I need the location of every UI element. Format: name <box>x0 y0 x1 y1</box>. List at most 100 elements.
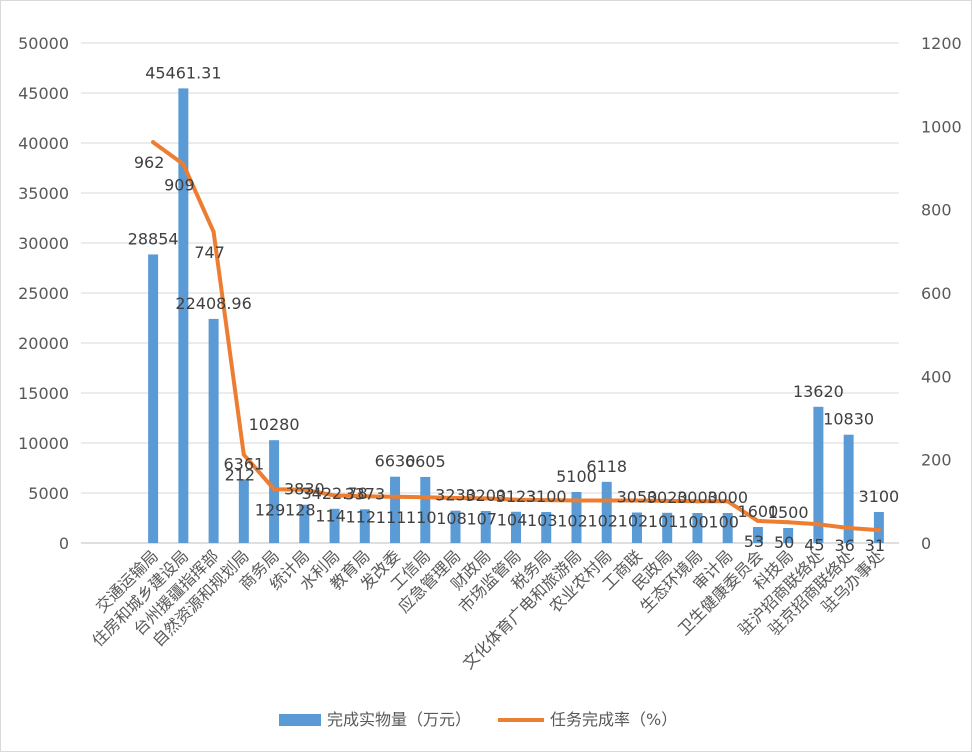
bar-data-label: 45461.31 <box>145 63 221 82</box>
line-data-label: 53 <box>744 532 764 551</box>
line-point <box>755 518 760 523</box>
right-axis-tick-label: 400 <box>921 367 952 386</box>
line-point <box>241 452 246 457</box>
line-point <box>725 499 730 504</box>
bar-data-label: 1500 <box>768 503 809 522</box>
line-point <box>846 526 851 530</box>
line-point <box>332 493 337 498</box>
bar-data-label: 3020 <box>647 488 688 507</box>
left-axis-tick-label: 5000 <box>28 484 69 503</box>
bar <box>299 504 310 543</box>
line-data-label: 128 <box>285 501 316 520</box>
bar <box>178 88 189 543</box>
bar <box>541 512 552 543</box>
line-data-label: 108 <box>436 509 467 528</box>
bar-data-label: 3100 <box>859 487 900 506</box>
bar-data-label: 10280 <box>249 415 300 434</box>
left-axis-tick-label: 45000 <box>18 84 69 103</box>
bar <box>601 481 612 543</box>
bar <box>813 406 824 543</box>
line-point <box>544 498 549 503</box>
line-point <box>786 520 791 525</box>
bar <box>329 508 340 543</box>
line-data-label: 107 <box>466 509 497 528</box>
bar-data-label: 3830 <box>284 480 325 499</box>
bar-data-label: 10830 <box>823 410 874 429</box>
line-data-label: 129 <box>255 500 286 519</box>
line-series <box>151 140 881 533</box>
bar-data-label: 3422.78 <box>301 484 367 503</box>
bar-data-label: 1600 <box>738 502 779 521</box>
bar <box>843 434 854 543</box>
bar-data-label: 6630 <box>375 452 416 471</box>
left-axis: 0 5000 10000 15000 20000 25000 30000 35000 40000… <box>18 34 69 553</box>
line-point <box>151 140 156 145</box>
bar <box>420 476 431 543</box>
right-axis-tick-label: 1200 <box>921 34 962 53</box>
bar-data-label: 6361 <box>223 454 264 473</box>
bar-data-label: 3230 <box>435 486 476 505</box>
category-axis: 交通运输局住房和城乡建设局台州援疆指挥部自然资源和规划局商务局统计局水利局教育局… <box>88 546 887 673</box>
bar <box>148 254 159 543</box>
legend-bar-swatch <box>279 714 321 726</box>
line-point <box>514 497 518 502</box>
line-data-label: 50 <box>774 533 794 552</box>
left-axis-tick-label: 30000 <box>18 234 69 253</box>
bar-data-label: 3373 <box>344 484 385 503</box>
line-point <box>634 498 639 503</box>
line-data-label: 45 <box>804 535 824 554</box>
bar-data-label: 28854 <box>128 229 179 248</box>
line-point <box>393 494 398 499</box>
left-axis-tick-label: 25000 <box>18 284 69 303</box>
bar-data-label: 3123 <box>496 487 537 506</box>
line-point <box>665 498 670 503</box>
bar <box>359 509 370 543</box>
bar <box>571 492 582 543</box>
left-axis-tick-label: 40000 <box>18 134 69 153</box>
line-point <box>302 487 307 492</box>
line-data-label: 100 <box>678 512 709 531</box>
line-data-label: 36 <box>834 536 854 555</box>
bar-data-label: 3200 <box>465 486 506 505</box>
line-point <box>574 498 579 503</box>
line-point <box>604 498 609 503</box>
bar <box>752 527 763 543</box>
line-point <box>816 522 821 527</box>
bar-data-label: 6605 <box>405 452 446 471</box>
line-data-label: 31 <box>865 536 885 555</box>
left-axis-tick-label: 15000 <box>18 384 69 403</box>
right-axis: 0 200 400 600 800 1000 1200 <box>921 34 962 553</box>
line-data-label: 112 <box>346 507 377 526</box>
bar <box>390 476 401 543</box>
bar-series <box>148 88 884 543</box>
bar <box>783 528 794 543</box>
line-data-label: 102 <box>557 512 588 531</box>
left-axis-tick-label: 0 <box>59 534 69 553</box>
bar-data-label: 6118 <box>586 457 627 476</box>
bar-data-label: 3100 <box>526 487 567 506</box>
line-data-label: 104 <box>497 511 528 530</box>
line-data-label: 909 <box>164 175 195 194</box>
bar <box>480 511 491 543</box>
bar <box>450 510 461 543</box>
bar-data-label: 3000 <box>707 488 748 507</box>
legend: 完成实物量（万元） 任务完成率（%） <box>279 710 677 729</box>
line-data-label: 962 <box>134 153 165 172</box>
right-axis-tick-label: 200 <box>921 451 952 470</box>
line-point <box>453 496 458 500</box>
line-point <box>423 495 428 500</box>
right-axis-tick-label: 600 <box>921 284 952 303</box>
bar-data-label: 3000 <box>677 488 718 507</box>
bar-data-label: 3050 <box>617 488 658 507</box>
right-axis-tick-label: 1000 <box>921 117 962 136</box>
bar <box>269 440 280 543</box>
line-data-label: 102 <box>587 512 618 531</box>
line-point <box>483 496 488 501</box>
line-data-label: 747 <box>194 243 225 262</box>
line-data-label: 111 <box>376 508 407 527</box>
left-axis-tick-label: 35000 <box>18 184 69 203</box>
line-data-label: 100 <box>708 512 739 531</box>
line-point <box>181 162 186 167</box>
